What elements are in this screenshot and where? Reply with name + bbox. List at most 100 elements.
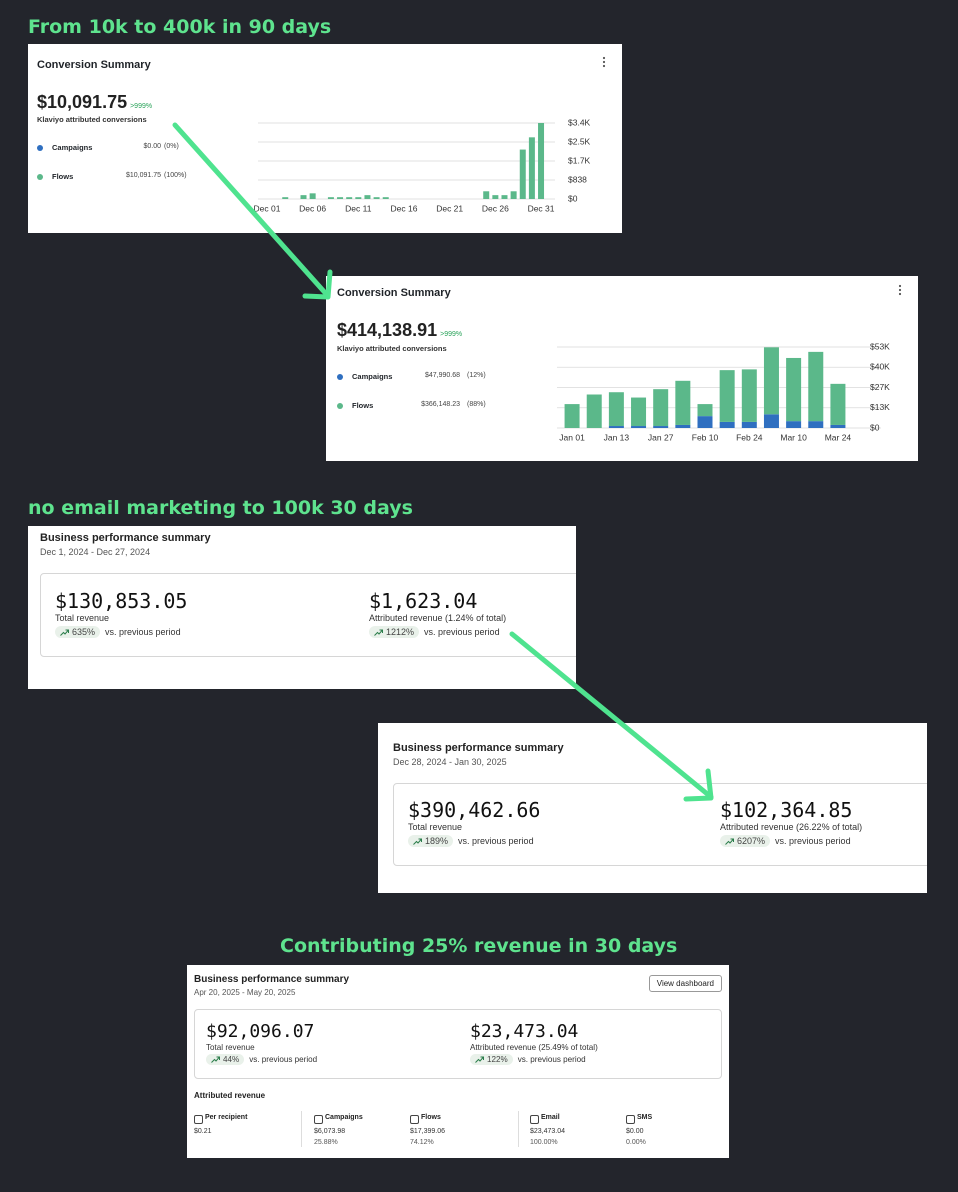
compare-text: vs. previous period xyxy=(249,1055,318,1065)
card-title: Conversion Summary xyxy=(37,59,151,71)
x-tick-label: Feb 24 xyxy=(736,432,763,442)
item-share: 0.00% xyxy=(626,1139,646,1146)
metric-label: Attributed revenue (25.49% of total) xyxy=(470,1043,598,1052)
bar xyxy=(697,404,713,417)
item-label: Flows xyxy=(421,1114,441,1121)
change-row: 122% vs. previous period xyxy=(470,1054,586,1066)
x-tick-label: Dec 06 xyxy=(299,203,326,213)
bar xyxy=(697,416,713,428)
trend-icon xyxy=(475,1056,484,1064)
total-row: $10,091.75 >999% xyxy=(37,92,152,113)
arrow-head xyxy=(302,269,333,300)
total-value: $414,138.91 xyxy=(337,320,438,340)
card-title: Conversion Summary xyxy=(337,287,451,299)
compare-text: vs. previous period xyxy=(105,627,181,637)
change-value: 189% xyxy=(425,836,449,846)
y-tick-label: $0 xyxy=(568,193,578,203)
change-value: 44% xyxy=(223,1055,240,1065)
subtitle: Klaviyo attributed conversions xyxy=(337,344,447,353)
icon xyxy=(314,1115,323,1124)
trend-tip xyxy=(216,1056,220,1061)
total-row: $414,138.91 >999% xyxy=(337,320,462,341)
metric-value: $1,623.04 xyxy=(369,589,478,613)
trend-line xyxy=(211,1056,220,1064)
summary-card: Business performance summary Dec 28, 2024… xyxy=(378,723,927,893)
item-share: 74.12% xyxy=(410,1139,434,1146)
metric-value: $102,364.85 xyxy=(720,798,853,822)
y-tick-label: $53K xyxy=(870,341,890,351)
y-tick-label: $2.5K xyxy=(568,136,591,146)
metric-value: $390,462.66 xyxy=(408,798,541,822)
total-change: >999% xyxy=(130,103,153,110)
bar xyxy=(608,426,624,428)
trend-line xyxy=(725,838,734,845)
metric-label: Total revenue xyxy=(55,613,110,623)
trend-tip xyxy=(65,629,69,633)
bar xyxy=(519,149,526,199)
trend-line xyxy=(60,629,69,636)
bar xyxy=(830,383,846,425)
item-label: Campaigns xyxy=(325,1114,363,1121)
legend-amount: $47,990.68 xyxy=(424,372,460,379)
x-tick-label: Mar 10 xyxy=(780,432,807,442)
bar xyxy=(719,370,735,422)
x-tick-label: Jan 27 xyxy=(648,432,674,442)
icon xyxy=(530,1115,539,1124)
compare-text: vs. previous period xyxy=(424,627,500,637)
change-value: 122% xyxy=(487,1055,508,1065)
metric-label: Attributed revenue (1.24% of total) xyxy=(369,613,507,623)
bar xyxy=(653,426,669,428)
metrics-box xyxy=(393,783,927,866)
trend-icon xyxy=(60,629,69,636)
legend-amount: $0.00 xyxy=(143,143,161,150)
change-pill: 122% xyxy=(470,1054,513,1066)
bar xyxy=(538,123,545,199)
item-value: $0.00 xyxy=(626,1128,644,1135)
bar xyxy=(309,193,316,199)
x-tick-label: Mar 24 xyxy=(825,432,852,442)
view-dashboard-button[interactable]: View dashboard xyxy=(648,975,722,992)
change-value: 1212% xyxy=(386,627,415,637)
trend-tip xyxy=(418,838,422,842)
metrics-box xyxy=(194,1009,722,1079)
compare-text: vs. previous period xyxy=(775,836,851,846)
bar xyxy=(786,357,802,422)
menu-dot xyxy=(898,288,902,292)
conversion-card: Conversion Summary $10,091.75 >999% Klaviyo… xyxy=(28,44,622,233)
trend-line xyxy=(475,1056,484,1064)
change-value: 6207% xyxy=(737,836,766,846)
metric-value: $23,473.04 xyxy=(470,1021,579,1042)
bar xyxy=(564,404,580,428)
legend-dot xyxy=(337,403,343,409)
bar xyxy=(492,195,499,199)
item-value: $6,073.98 xyxy=(314,1128,346,1135)
bar xyxy=(501,195,508,199)
change-pill: 1212% xyxy=(369,626,420,638)
chart: $0 $13K $27K $40K $53K Jan 01 Jan 13 Jan 27 Feb … xyxy=(557,341,890,442)
legend-dot xyxy=(37,174,43,180)
item-value: $0.21 xyxy=(194,1128,212,1135)
metric-label: Total revenue xyxy=(408,822,463,832)
item-share: 25.88% xyxy=(314,1139,338,1146)
y-tick-label: $838 xyxy=(568,174,587,184)
arrow xyxy=(509,631,714,800)
trend-icon xyxy=(413,838,422,845)
bar xyxy=(808,421,824,428)
compare-text: vs. previous period xyxy=(517,1055,586,1065)
trend-line xyxy=(374,629,383,636)
section-title: Attributed revenue xyxy=(194,1091,266,1100)
total-change: >999% xyxy=(440,331,463,338)
icon xyxy=(626,1115,635,1124)
legend-name: Flows xyxy=(52,172,74,181)
item-share: 100.00% xyxy=(530,1139,558,1146)
menu-dot xyxy=(898,292,902,296)
bar xyxy=(786,421,802,428)
conversion-card: Conversion Summary $414,138.91 >999% Klaviy… xyxy=(326,276,918,461)
icon xyxy=(194,1115,203,1124)
y-tick-label: $40K xyxy=(870,362,890,372)
date-range: Dec 1, 2024 - Dec 27, 2024 xyxy=(40,547,151,557)
bar xyxy=(282,197,289,199)
card-title: Business performance summary xyxy=(40,532,211,544)
trend-tip xyxy=(379,629,383,633)
